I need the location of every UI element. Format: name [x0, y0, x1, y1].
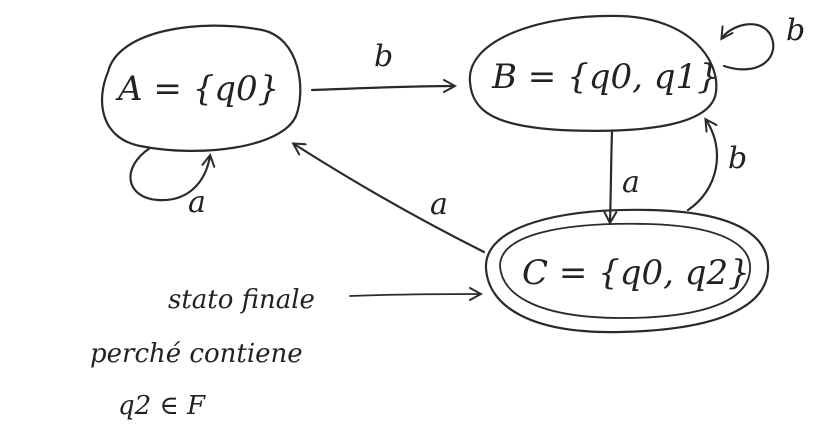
state-b-outline — [468, 14, 718, 132]
a-self-loop-label: a — [188, 185, 206, 220]
state-a-outline — [101, 24, 302, 152]
c-to-b-arrow — [686, 120, 719, 212]
transition-b-to-c: a — [610, 130, 640, 222]
state-c-outer-outline — [484, 208, 770, 334]
note-line-1: stato finale — [168, 285, 315, 315]
a-to-b-arrow — [310, 86, 454, 90]
b-to-c-arrow — [610, 130, 612, 222]
c-to-a-arrow — [294, 144, 486, 254]
c-to-a-label: a — [430, 187, 448, 222]
note-line-2: perché contiene — [90, 339, 303, 369]
state-a-label: A = {q0} — [115, 69, 279, 109]
state-b: B = {q0, q1} — [468, 14, 719, 132]
transition-c-to-b: b — [686, 120, 747, 212]
state-b-label: B = {q0, q1} — [491, 57, 719, 97]
c-to-b-label: b — [728, 141, 747, 176]
transition-a-to-b: b — [310, 39, 454, 90]
b-self-loop-label: b — [786, 13, 805, 48]
final-state-note: stato finale perché contiene q2 ∈ F — [90, 285, 480, 421]
transition-a-self: a — [129, 146, 210, 220]
state-a: A = {q0} — [101, 24, 302, 152]
state-c-inner-outline — [499, 222, 751, 319]
transition-b-self: b — [722, 13, 805, 71]
note-arrow — [349, 294, 480, 296]
b-to-c-label: a — [622, 165, 640, 200]
note-line-3: q2 ∈ F — [118, 391, 206, 421]
b-self-loop-arrow — [722, 23, 775, 71]
transition-c-to-a: a — [294, 144, 486, 254]
state-c-label: C = {q0, q2} — [522, 253, 750, 293]
a-to-b-label: b — [374, 39, 393, 74]
a-self-loop-arrow — [129, 146, 210, 202]
state-c: C = {q0, q2} — [484, 208, 770, 334]
